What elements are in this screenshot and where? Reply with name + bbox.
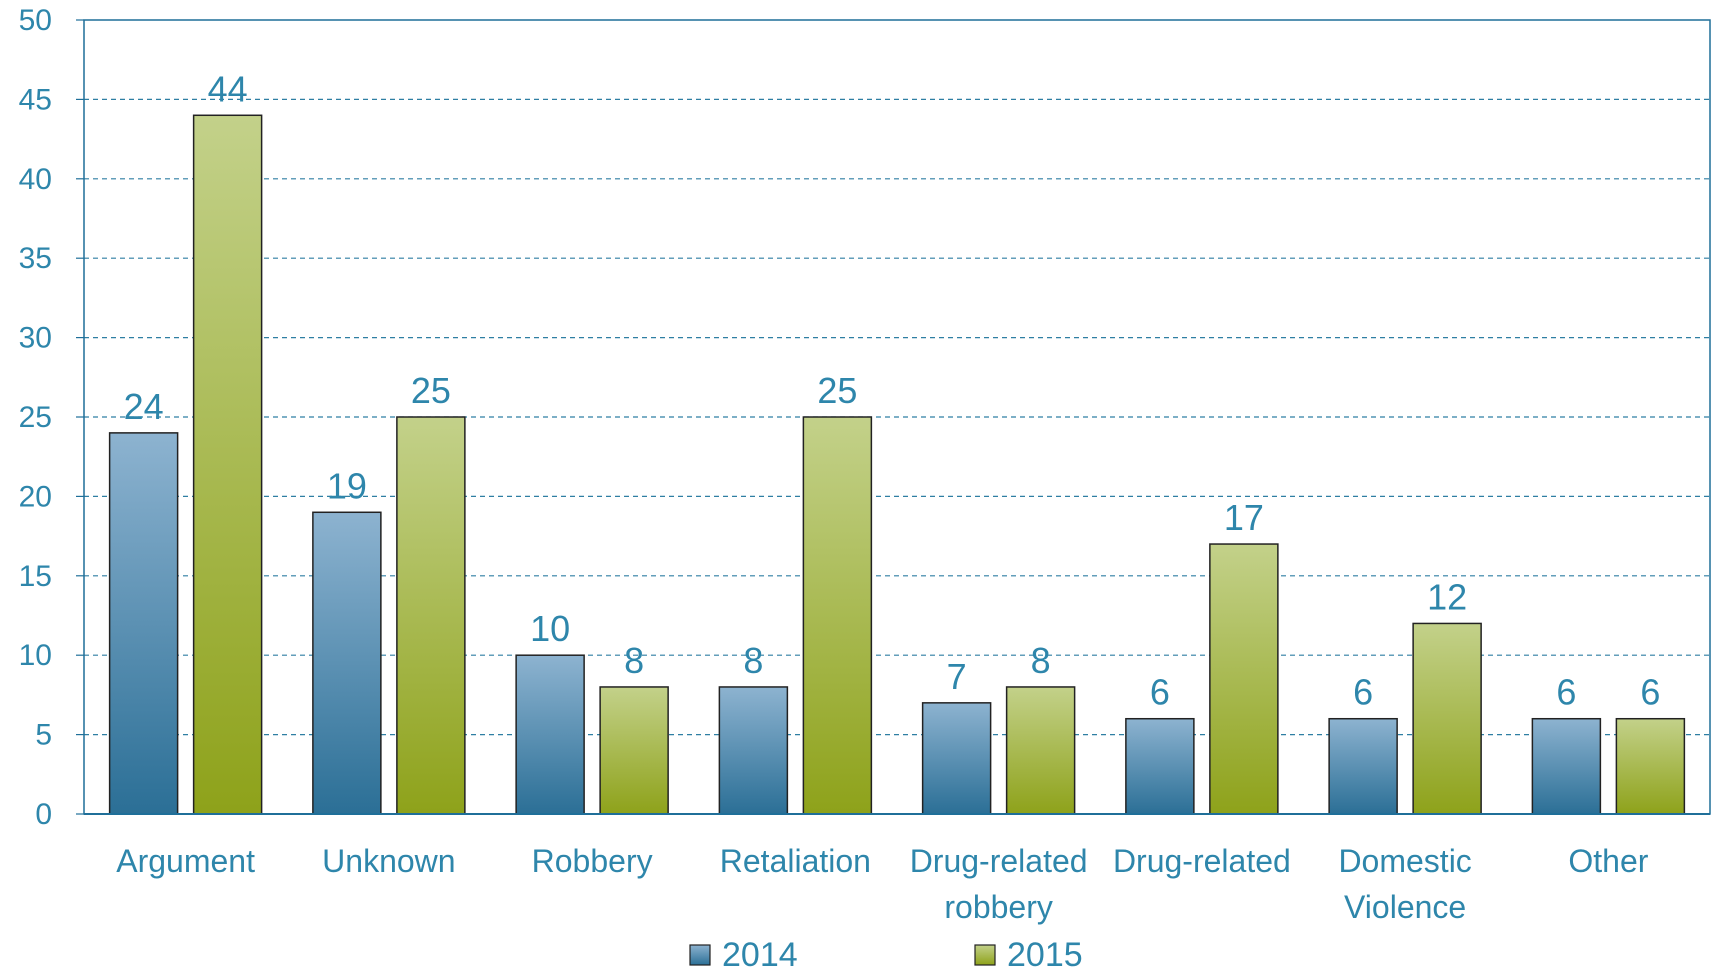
- data-label: 7: [947, 656, 967, 697]
- y-tick-label: 25: [19, 401, 52, 434]
- bar-2015: [1615, 717, 1686, 815]
- legend-swatch-2015: [974, 944, 996, 966]
- legend-label: 2014: [722, 936, 798, 971]
- legend: 2014 2015: [689, 936, 1083, 971]
- data-label: 6: [1556, 672, 1576, 713]
- bar-2015: [599, 686, 669, 815]
- x-tick-label: Retaliation: [720, 843, 871, 879]
- bar-2015: [396, 416, 466, 815]
- bar-2014: [1328, 717, 1398, 815]
- bar-2015: [802, 416, 873, 815]
- y-tick-label: 0: [35, 798, 52, 831]
- y-tick-label: 30: [19, 322, 52, 355]
- data-label: 19: [327, 465, 367, 506]
- data-label: 17: [1224, 497, 1264, 538]
- bar-2014: [515, 654, 585, 815]
- bar-2014: [312, 511, 382, 815]
- data-label: 25: [817, 370, 857, 411]
- bar-2015: [1005, 686, 1076, 815]
- x-tick-label: Drug-related: [1113, 843, 1291, 879]
- y-tick-label: 10: [19, 639, 52, 672]
- bar-2014: [1125, 717, 1195, 815]
- data-labels: 24 44 19 25 10 8 8 25 7 8 6 17 6 12 6 6: [124, 68, 1661, 712]
- x-tick-label: Violence: [1344, 889, 1466, 925]
- bar-2014: [108, 432, 179, 815]
- bar-2014: [718, 686, 789, 815]
- data-label: 8: [1031, 640, 1051, 681]
- x-tick-label: Drug-related: [910, 843, 1088, 879]
- bar-2015: [192, 114, 263, 815]
- data-label: 10: [530, 608, 570, 649]
- data-label: 24: [124, 386, 164, 427]
- data-label: 6: [1150, 672, 1170, 713]
- x-tick-label: Robbery: [532, 843, 653, 879]
- x-tick-label: Other: [1568, 843, 1648, 879]
- data-label: 44: [208, 68, 248, 109]
- legend-swatch-2014: [689, 944, 711, 966]
- data-label: 25: [411, 370, 451, 411]
- bar-2015: [1209, 543, 1279, 815]
- y-tick-label: 20: [19, 480, 52, 513]
- data-label: 6: [1640, 672, 1660, 713]
- x-tick-label: robbery: [944, 889, 1053, 925]
- y-tick-label: 45: [19, 83, 52, 116]
- data-label: 6: [1353, 672, 1373, 713]
- bar-2015: [1412, 622, 1482, 815]
- y-tick-label: 50: [19, 4, 52, 37]
- data-label: 12: [1427, 576, 1467, 617]
- x-tick-label: Argument: [116, 843, 255, 879]
- y-tick-label: 15: [19, 560, 52, 593]
- y-tick-label: 5: [35, 719, 52, 752]
- bar-2014: [921, 702, 992, 815]
- y-tick-label: 35: [19, 242, 52, 275]
- x-tick-label: Unknown: [322, 843, 455, 879]
- axes: 0 5 10 15 20 25 30 35 40 45 50 Argument Unknown Robbe…: [19, 4, 1711, 925]
- bars: [108, 114, 1686, 815]
- x-tick-label: Domestic: [1338, 843, 1471, 879]
- legend-label: 2015: [1007, 936, 1083, 971]
- y-tick-label: 40: [19, 163, 52, 196]
- bar-2014: [1531, 717, 1602, 815]
- data-label: 8: [743, 640, 763, 681]
- data-label: 8: [624, 640, 644, 681]
